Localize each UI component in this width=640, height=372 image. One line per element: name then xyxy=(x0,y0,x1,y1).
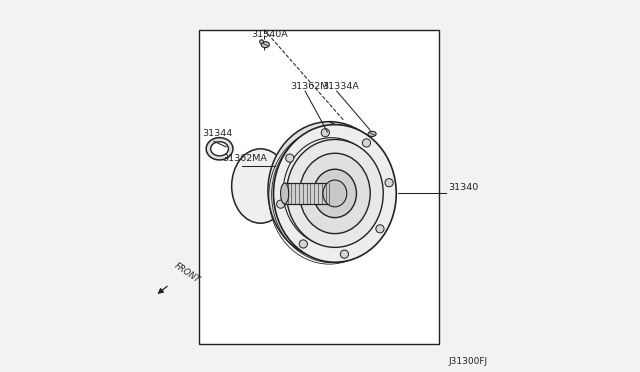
Ellipse shape xyxy=(323,180,347,207)
Text: 31362MA: 31362MA xyxy=(223,154,268,163)
Circle shape xyxy=(362,139,371,147)
Ellipse shape xyxy=(211,142,228,156)
Ellipse shape xyxy=(232,149,289,223)
Circle shape xyxy=(385,179,393,187)
Text: 31340A: 31340A xyxy=(252,30,288,39)
Text: 31362M: 31362M xyxy=(291,82,328,91)
Ellipse shape xyxy=(287,140,383,247)
Circle shape xyxy=(340,250,349,258)
Ellipse shape xyxy=(300,153,370,234)
Bar xyxy=(199,30,439,344)
Text: 31340: 31340 xyxy=(449,183,479,192)
Ellipse shape xyxy=(206,138,233,160)
Ellipse shape xyxy=(273,125,396,262)
Text: J31300FJ: J31300FJ xyxy=(449,357,488,366)
Ellipse shape xyxy=(261,42,269,48)
Ellipse shape xyxy=(314,169,356,218)
Ellipse shape xyxy=(280,183,289,204)
Bar xyxy=(285,183,333,204)
Text: 31334A: 31334A xyxy=(322,82,359,91)
Ellipse shape xyxy=(368,131,376,137)
Ellipse shape xyxy=(268,122,390,259)
Text: 31344: 31344 xyxy=(202,129,232,138)
Circle shape xyxy=(376,225,384,233)
Circle shape xyxy=(276,200,285,208)
Text: FRONT: FRONT xyxy=(172,261,201,284)
Circle shape xyxy=(300,240,307,248)
Circle shape xyxy=(321,129,330,137)
Ellipse shape xyxy=(260,40,264,44)
Circle shape xyxy=(285,154,294,162)
